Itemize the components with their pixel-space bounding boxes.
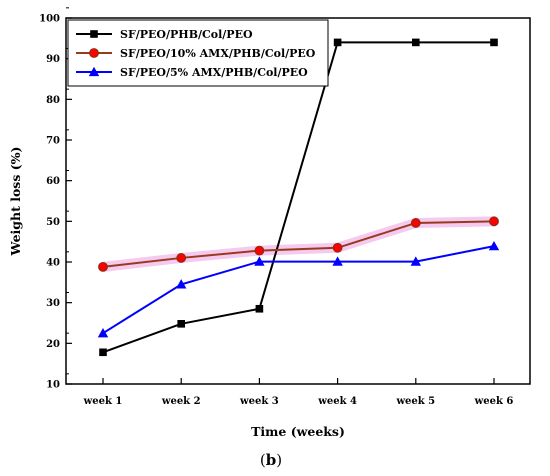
data-point [333, 38, 342, 47]
series-1 [99, 38, 498, 357]
series-layer [97, 38, 500, 357]
x-axis-label: Time (weeks) [251, 424, 345, 439]
x-tick-label: week 3 [239, 396, 279, 407]
series-3 [97, 240, 500, 338]
data-point [489, 216, 499, 227]
data-point [412, 38, 420, 47]
legend-label: SF/PEO/5% AMX/PHB/Col/PEO [120, 66, 308, 79]
x-tick-label: week 1 [83, 396, 123, 407]
x-tick-label: week 4 [317, 396, 357, 407]
data-point [176, 279, 187, 289]
x-tick-label: week 6 [474, 396, 514, 407]
data-point [97, 327, 109, 338]
y-tick-label: 50 [46, 217, 60, 228]
data-point [254, 245, 265, 256]
data-point [410, 256, 421, 266]
series-line [102, 245, 495, 335]
x-tick-label: week 2 [161, 396, 201, 407]
y-tick-label: 90 [46, 54, 60, 65]
data-point [332, 256, 343, 266]
data-point [98, 261, 108, 272]
legend-label: SF/PEO/10% AMX/PHB/Col/PEO [120, 47, 316, 60]
plot-frame [65, 17, 531, 385]
data-point [99, 348, 107, 357]
data-point [488, 240, 500, 251]
y-tick-label: 100 [39, 14, 60, 25]
y-tick-label: 70 [46, 136, 60, 147]
y-tick-label: 40 [46, 258, 60, 269]
y-axis-label: Weight loss (%) [8, 147, 23, 257]
series-2 [98, 216, 499, 272]
data-point [177, 320, 185, 328]
data-point [332, 242, 343, 253]
legend-label: SF/PEO/PHB/Col/PEO [120, 28, 253, 41]
data-point [410, 218, 421, 228]
panel-label: (b) [260, 451, 282, 469]
series-line [102, 41, 494, 354]
data-point [90, 30, 98, 38]
legend: SF/PEO/PHB/Col/PEO SF/PEO/10% AMX/PHB/Col… [67, 19, 329, 87]
x-tick-label: week 5 [395, 396, 435, 407]
y-tick-label: 30 [46, 298, 60, 309]
y-tick-label: 80 [46, 95, 60, 106]
data-point [255, 304, 264, 313]
y-tick-label: 20 [46, 339, 60, 350]
data-point [254, 256, 265, 266]
data-point [88, 66, 100, 77]
data-point [89, 48, 99, 58]
data-point [490, 38, 498, 47]
y-axis: 10 20 30 40 50 60 70 80 90 100 [39, 7, 72, 391]
series-line [102, 220, 495, 268]
y-tick-label: 10 [46, 380, 60, 391]
y-tick-label: 60 [46, 176, 60, 187]
x-axis: week 1 week 2 week 3 week 4 week 5 week 6 [83, 378, 514, 407]
data-point [176, 253, 187, 263]
